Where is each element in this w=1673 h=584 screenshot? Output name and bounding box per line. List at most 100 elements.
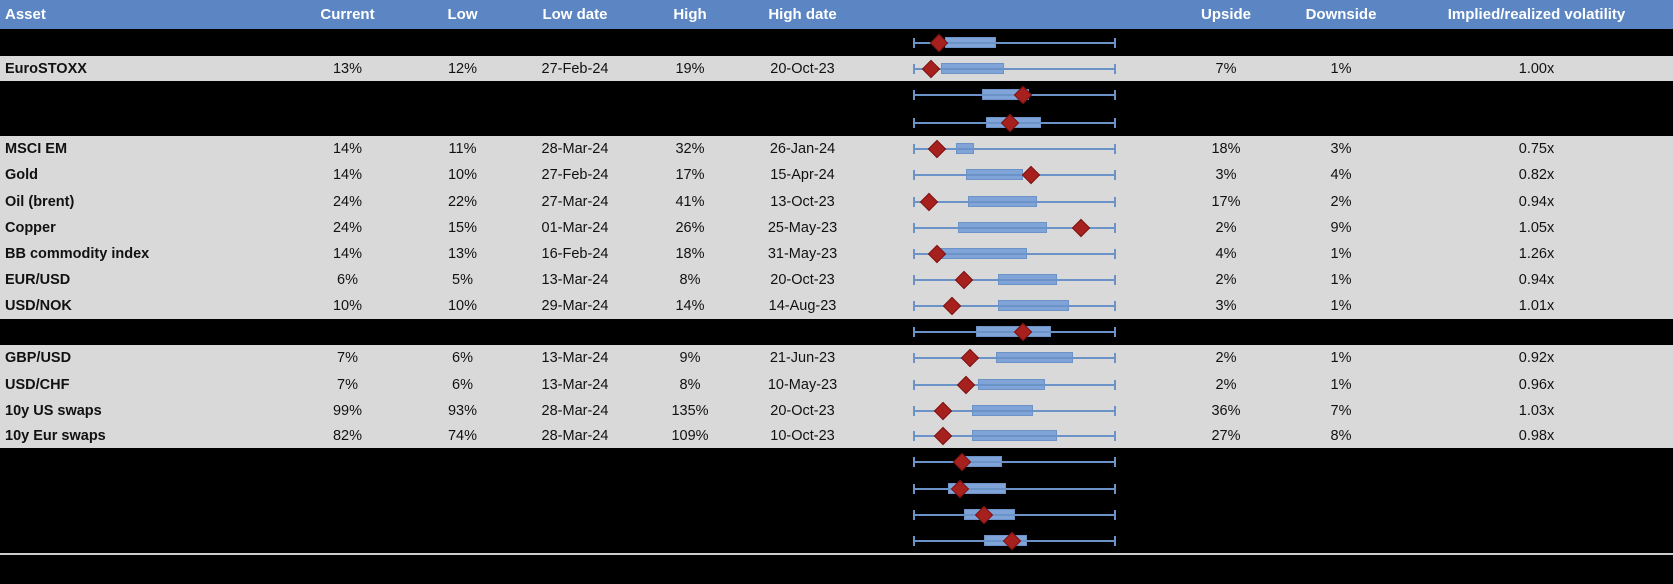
range-plot-track — [913, 502, 1116, 528]
table-row — [0, 81, 1673, 109]
upside-cell: 2% — [1215, 220, 1237, 236]
range-plot-cell — [860, 241, 1170, 267]
table-row: EUR/USD 6% 5% 13-Mar-24 8% 20-Oct-23 2% … — [0, 267, 1673, 293]
asset-name-cell: GBP/USD — [5, 350, 72, 366]
whisker-cap-right — [1114, 196, 1116, 207]
whisker-cap-left — [913, 431, 915, 441]
whisker-cap-left — [913, 379, 915, 390]
range-plot-track — [913, 293, 1116, 319]
current-vol-cell: 24% — [332, 220, 363, 236]
upside-cell: 3% — [1215, 167, 1237, 183]
implied-realized-cell: 0.94x — [1518, 193, 1555, 210]
high-date-cell: 20-Oct-23 — [770, 403, 835, 419]
table-row — [0, 476, 1673, 502]
downside-cell: 1% — [1330, 298, 1352, 314]
low-vol-cell: 22% — [447, 193, 478, 210]
table-row: Oil (brent) 24% 22% 27-Mar-24 41% 13-Oct… — [0, 188, 1673, 215]
header-high-date: High date — [768, 6, 837, 23]
whisker-cap-left — [913, 510, 915, 520]
header-low-date: Low date — [542, 6, 608, 23]
whisker-cap-left — [913, 37, 915, 48]
implied-realized-cell: 1.00x — [1518, 60, 1555, 77]
downside-cell: 1% — [1330, 376, 1352, 393]
current-vol-cell: 14% — [332, 167, 363, 183]
table-row: USD/CHF 7% 6% 13-Mar-24 8% 10-May-23 2% … — [0, 371, 1673, 398]
upside-cell: 7% — [1215, 60, 1237, 77]
header-asset: Asset — [5, 6, 46, 23]
whisker-cap-right — [1114, 379, 1116, 390]
range-plot-cell — [860, 29, 1170, 56]
low-vol-cell: 10% — [447, 298, 478, 314]
high-vol-cell: 26% — [675, 220, 705, 236]
current-marker-diamond — [922, 59, 941, 78]
whisker-cap-left — [913, 327, 915, 337]
asset-name-cell: BB commodity index — [5, 246, 150, 262]
table-row: 10y US swaps 99% 93% 28-Mar-24 135% 20-O… — [0, 398, 1673, 424]
whisker-cap-right — [1114, 457, 1116, 467]
range-plot-cell — [860, 293, 1170, 319]
whisker-line — [913, 488, 1116, 490]
high-vol-cell: 41% — [675, 193, 705, 210]
current-vol-cell: 7% — [337, 350, 358, 366]
downside-cell: 3% — [1330, 141, 1352, 157]
whisker-line — [913, 357, 1116, 359]
low-date-cell: 01-Mar-24 — [541, 220, 609, 236]
current-vol-cell: 14% — [332, 246, 363, 262]
header-upside: Upside — [1200, 6, 1251, 23]
whisker-cap-left — [913, 249, 915, 259]
range-plot-track — [913, 267, 1116, 293]
whisker-line — [913, 200, 1116, 203]
low-date-cell: 28-Mar-24 — [541, 428, 609, 444]
whisker-line — [913, 435, 1116, 437]
high-vol-cell: 32% — [675, 141, 705, 157]
asset-name-cell: MSCI EM — [5, 141, 68, 157]
range-plot-track — [913, 319, 1116, 345]
range-plot-track — [913, 476, 1116, 502]
whisker-cap-right — [1114, 484, 1116, 494]
whisker-line — [913, 305, 1116, 307]
low-date-cell: 13-Mar-24 — [541, 272, 609, 288]
range-plot-cell — [860, 371, 1170, 398]
range-plot-track — [913, 136, 1116, 162]
downside-cell: 7% — [1330, 403, 1352, 419]
header-plot-spacer — [860, 0, 1170, 29]
asset-name-cell: Copper — [5, 220, 56, 236]
range-plot-cell — [860, 188, 1170, 215]
low-vol-cell: 15% — [447, 220, 478, 236]
range-plot-cell — [860, 56, 1170, 81]
range-plot-cell — [860, 319, 1170, 345]
whisker-line — [913, 461, 1116, 463]
asset-name-cell: 10y US swaps — [5, 403, 102, 419]
low-vol-cell: 13% — [447, 246, 478, 262]
upside-cell: 4% — [1215, 246, 1237, 262]
downside-cell: 1% — [1330, 272, 1352, 288]
high-vol-cell: 14% — [675, 298, 705, 314]
whisker-cap-right — [1114, 170, 1116, 180]
low-vol-cell: 10% — [447, 167, 478, 183]
table-row: BB commodity index 14% 13% 16-Feb-24 18%… — [0, 241, 1673, 267]
whisker-cap-left — [913, 144, 915, 154]
range-plot-track — [913, 241, 1116, 267]
upside-cell: 36% — [1211, 403, 1241, 419]
high-date-cell: 10-Oct-23 — [770, 428, 835, 444]
range-plot-track — [913, 398, 1116, 424]
low-vol-cell: 6% — [452, 350, 473, 366]
whisker-cap-left — [913, 301, 915, 311]
range-plot-track — [913, 109, 1116, 136]
high-vol-cell: 17% — [675, 167, 705, 183]
high-date-cell: 26-Jan-24 — [769, 141, 836, 157]
low-date-cell: 13-Mar-24 — [541, 376, 609, 393]
high-date-cell: 20-Oct-23 — [770, 272, 835, 288]
whisker-cap-left — [913, 170, 915, 180]
low-date-cell: 27-Feb-24 — [541, 60, 609, 77]
table-row: 10y Eur swaps 82% 74% 28-Mar-24 109% 10-… — [0, 424, 1673, 448]
high-date-cell: 10-May-23 — [767, 376, 838, 393]
whisker-cap-right — [1114, 37, 1116, 48]
low-date-cell: 13-Mar-24 — [541, 350, 609, 366]
whisker-line — [913, 148, 1116, 150]
header-high: High — [673, 6, 707, 23]
current-marker-diamond — [1021, 165, 1040, 185]
table-row — [0, 109, 1673, 136]
high-date-cell: 13-Oct-23 — [770, 193, 835, 210]
